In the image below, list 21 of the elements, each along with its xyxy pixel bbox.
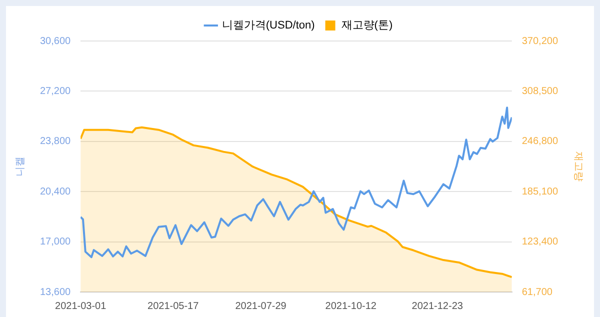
legend-label: 니켈가격(USD/ton) bbox=[222, 20, 315, 32]
y-tick-label: 17,000 bbox=[40, 236, 72, 248]
y2-tick-label: 61,700 bbox=[522, 286, 553, 298]
x-tick-label: 2021-03-01 bbox=[55, 300, 107, 312]
y2-axis-title: 재고량 bbox=[572, 152, 584, 182]
y2-tick-label: 246,800 bbox=[522, 136, 558, 148]
y-axis-title: 니켈 bbox=[14, 156, 26, 176]
x-tick-label: 2021-12-23 bbox=[412, 300, 464, 312]
y-tick-label: 23,800 bbox=[40, 136, 72, 148]
x-tick-label: 2021-07-29 bbox=[235, 300, 287, 312]
x-tick-label: 2021-10-12 bbox=[325, 300, 377, 312]
y2-tick-label: 123,400 bbox=[522, 236, 558, 248]
y2-tick-label: 370,200 bbox=[522, 36, 558, 47]
y-tick-label: 20,400 bbox=[40, 186, 72, 198]
y-tick-label: 27,200 bbox=[40, 86, 72, 97]
y2-tick-label: 185,100 bbox=[522, 186, 558, 198]
y2-tick-label: 308,500 bbox=[522, 86, 558, 97]
y-tick-label: 13,600 bbox=[40, 286, 72, 298]
x-tick-label: 2021-05-17 bbox=[148, 300, 200, 312]
y-tick-label: 30,600 bbox=[40, 36, 72, 47]
legend-label: 재고량(톤) bbox=[341, 20, 393, 32]
